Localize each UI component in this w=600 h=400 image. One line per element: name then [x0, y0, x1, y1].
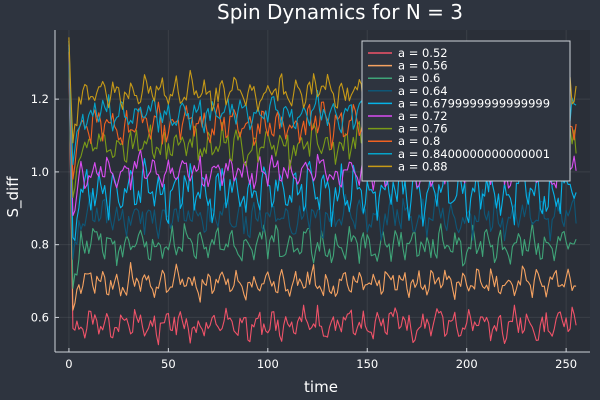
x-tick-label: 0: [65, 357, 72, 371]
legend-label: a = 0.52: [398, 46, 448, 60]
legend: a = 0.52a = 0.56a = 0.6a = 0.64a = 0.679…: [361, 40, 571, 182]
y-tick-label: 1.0: [31, 165, 49, 179]
x-tick-label: 150: [356, 357, 378, 371]
x-tick-label: 100: [257, 357, 279, 371]
legend-box: [361, 40, 571, 182]
series-line-1: [68, 51, 577, 311]
series-line-3: [68, 48, 577, 260]
axes: [54, 30, 590, 353]
legend-label: a = 0.6799999999999999: [398, 96, 550, 110]
tick-labels: 0 50 100 150 200 250 0.6 0.8 1.0 1.2: [31, 92, 577, 371]
legend-label: a = 0.6: [398, 71, 440, 85]
chart-title: Spin Dynamics for N = 3: [217, 0, 463, 24]
legend-label: a = 0.8400000000000001: [398, 147, 550, 161]
x-tick-label: 250: [555, 357, 577, 371]
y-tick-label: 1.2: [31, 92, 49, 106]
y-tick-label: 0.6: [31, 310, 49, 324]
legend-label: a = 0.76: [398, 122, 448, 136]
y-tick-label: 0.8: [31, 238, 49, 252]
series-line-0: [68, 51, 577, 346]
y-axis-label: S_diff: [4, 176, 23, 218]
legend-label: a = 0.64: [398, 84, 448, 98]
legend-label: a = 0.88: [398, 159, 448, 173]
legend-label: a = 0.56: [398, 59, 448, 73]
x-tick-label: 200: [456, 357, 478, 371]
x-tick-label: 50: [161, 357, 176, 371]
x-axis-label: time: [304, 378, 338, 396]
legend-label: a = 0.72: [398, 109, 448, 123]
legend-label: a = 0.8: [398, 134, 440, 148]
